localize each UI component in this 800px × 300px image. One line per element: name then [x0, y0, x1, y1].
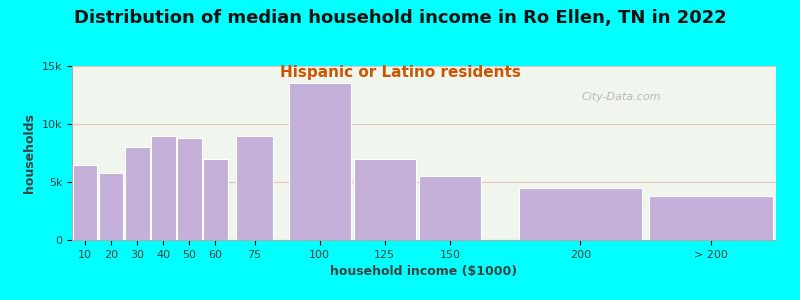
Text: Distribution of median household income in Ro Ellen, TN in 2022: Distribution of median household income …	[74, 9, 726, 27]
Bar	[354, 159, 416, 240]
Bar	[125, 147, 150, 240]
Bar	[236, 136, 273, 240]
Bar	[289, 83, 350, 240]
Bar	[177, 138, 202, 240]
X-axis label: household income ($1000): household income ($1000)	[330, 265, 518, 278]
Bar	[419, 176, 481, 240]
Y-axis label: households: households	[23, 113, 36, 193]
Bar	[518, 188, 642, 240]
Bar	[649, 196, 773, 240]
Bar	[98, 173, 123, 240]
Bar	[203, 159, 228, 240]
Text: Hispanic or Latino residents: Hispanic or Latino residents	[279, 64, 521, 80]
Bar	[73, 165, 98, 240]
Bar	[151, 136, 176, 240]
Text: City-Data.com: City-Data.com	[582, 92, 661, 102]
